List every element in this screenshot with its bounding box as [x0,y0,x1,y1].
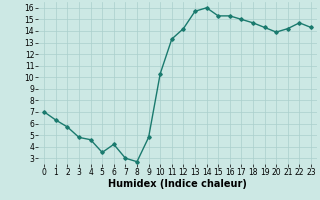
X-axis label: Humidex (Indice chaleur): Humidex (Indice chaleur) [108,179,247,189]
